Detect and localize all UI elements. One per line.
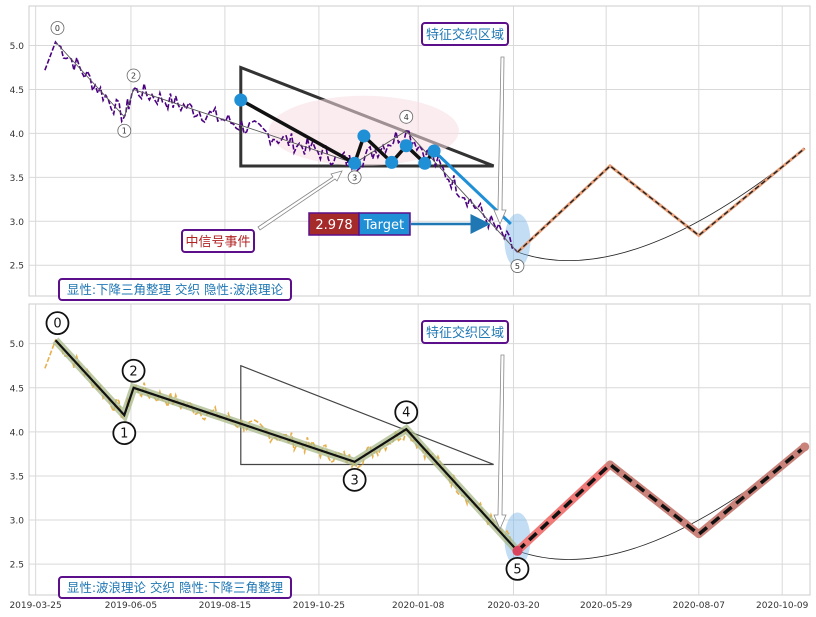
y-tick-label: 4.0	[10, 130, 25, 140]
top-panel-plot: 0 1 2 3 4 5	[44, 21, 806, 273]
x-tick-label: 2020-01-08	[392, 601, 445, 611]
wave-label-text: 5	[515, 262, 520, 271]
wave-label-circle	[399, 109, 414, 124]
x-tick-label: 2019-08-15	[199, 601, 251, 611]
bottom-summary-text: 显性:波浪理论 交织 隐性:下降三角整理	[67, 580, 284, 595]
wave-label-text: 2	[131, 71, 136, 80]
wave-label-text: 4	[402, 406, 410, 421]
wave-label-text: 1	[122, 127, 127, 136]
bottom-feature-zone-label: 特征交织区域	[421, 320, 509, 344]
target-value: 2.978	[315, 218, 352, 233]
y-tick-label: 4.5	[10, 384, 24, 394]
target-caption: Target	[363, 218, 404, 233]
projection-dash	[516, 445, 806, 553]
triangle-pivot-point	[399, 139, 413, 153]
wave-label-text: 3	[350, 473, 358, 488]
y-tick-label: 4.0	[10, 428, 25, 438]
wave-five-highlight	[504, 512, 531, 567]
wave-label-text: 5	[513, 562, 521, 577]
triangle-pivot-point	[385, 155, 399, 169]
top-summary-text: 显性:下降三角整理 交织 隐性:波浪理论	[67, 282, 284, 297]
wave-line	[54, 339, 519, 552]
wave-five-highlight	[504, 213, 531, 268]
y-tick-label: 4.5	[10, 86, 24, 96]
descending-triangle	[240, 364, 494, 466]
triangle-pivot-point	[418, 156, 432, 170]
x-tick-label: 2020-05-29	[580, 601, 633, 611]
bottom-feature-zone-arrow	[493, 354, 507, 531]
rounding-arc	[517, 148, 805, 262]
wave-label-circle	[510, 259, 525, 273]
y-tick-label: 5.0	[10, 340, 25, 350]
projection-dash	[517, 147, 806, 253]
projection-end-point	[800, 442, 810, 452]
wave-label-circle	[394, 400, 419, 425]
mid-signal-label: 中信号事件	[181, 229, 255, 253]
wave-label-circle	[347, 170, 362, 185]
wave-label-circle	[45, 311, 70, 336]
mid-signal-arrow	[257, 170, 343, 231]
wave-label-circle	[50, 21, 65, 35]
price-series	[44, 40, 519, 253]
triangle-pivot-point	[348, 156, 362, 170]
top-feature-zone-arrow	[493, 56, 507, 226]
x-tick-label: 2019-03-25	[9, 601, 61, 611]
top-feature-zone-label: 特征交织区域	[421, 22, 509, 46]
y-tick-label: 5.0	[10, 42, 25, 52]
wave-label-circle	[112, 421, 137, 446]
y-tick-label: 2.5	[10, 561, 24, 571]
x-tick-label: 2019-06-05	[105, 601, 157, 611]
wave-label-circle	[121, 358, 146, 383]
x-tick-label: 2020-08-07	[673, 601, 725, 611]
wave-label-text: 0	[53, 317, 61, 332]
top-summary-label: 显性:下降三角整理 交织 隐性:波浪理论	[58, 278, 292, 301]
x-tick-label: 2020-10-09	[756, 601, 809, 611]
y-tick-label: 3.0	[10, 517, 25, 527]
wave-line	[55, 41, 518, 253]
wave-label-text: 1	[120, 427, 128, 442]
y-tick-label: 3.5	[10, 174, 24, 184]
x-tick-label: 2019-10-25	[293, 601, 345, 611]
wave-label-text: 3	[352, 173, 357, 182]
bottom-panel-plot: 0 1 2 3 4 5	[44, 311, 810, 581]
wave-label-circle	[342, 467, 367, 492]
y-tick-label: 3.5	[10, 472, 24, 482]
bottom-feature-zone-text: 特征交织区域	[426, 325, 504, 341]
triangle-pivot-point	[357, 129, 371, 143]
top-feature-zone-text: 特征交织区域	[426, 27, 504, 43]
target-label: 2.978 Target	[308, 212, 411, 236]
axis-labels: 2.5 3.0 3.5 4.0 4.5 5.0 2.5 3.0 3.5 4.0 4.5 5.0 2019…	[9, 42, 808, 611]
x-tick-label: 2020-03-20	[487, 601, 540, 611]
wave-label-text: 0	[55, 24, 60, 33]
wave-label-circle	[117, 123, 132, 138]
bottom-summary-label: 显性:波浪理论 交织 隐性:下降三角整理	[58, 576, 292, 599]
mid-signal-text: 中信号事件	[185, 235, 250, 250]
wave-five-point	[512, 545, 523, 556]
wave-label-circle	[126, 68, 141, 83]
y-tick-label: 3.0	[10, 218, 25, 228]
wave-label-text: 2	[129, 364, 137, 379]
grid-lines	[29, 6, 810, 595]
triangle-pivot-point	[234, 93, 248, 107]
wave-label-circle	[505, 557, 530, 581]
y-tick-label: 2.5	[10, 262, 24, 272]
wave-label-text: 4	[404, 113, 409, 122]
